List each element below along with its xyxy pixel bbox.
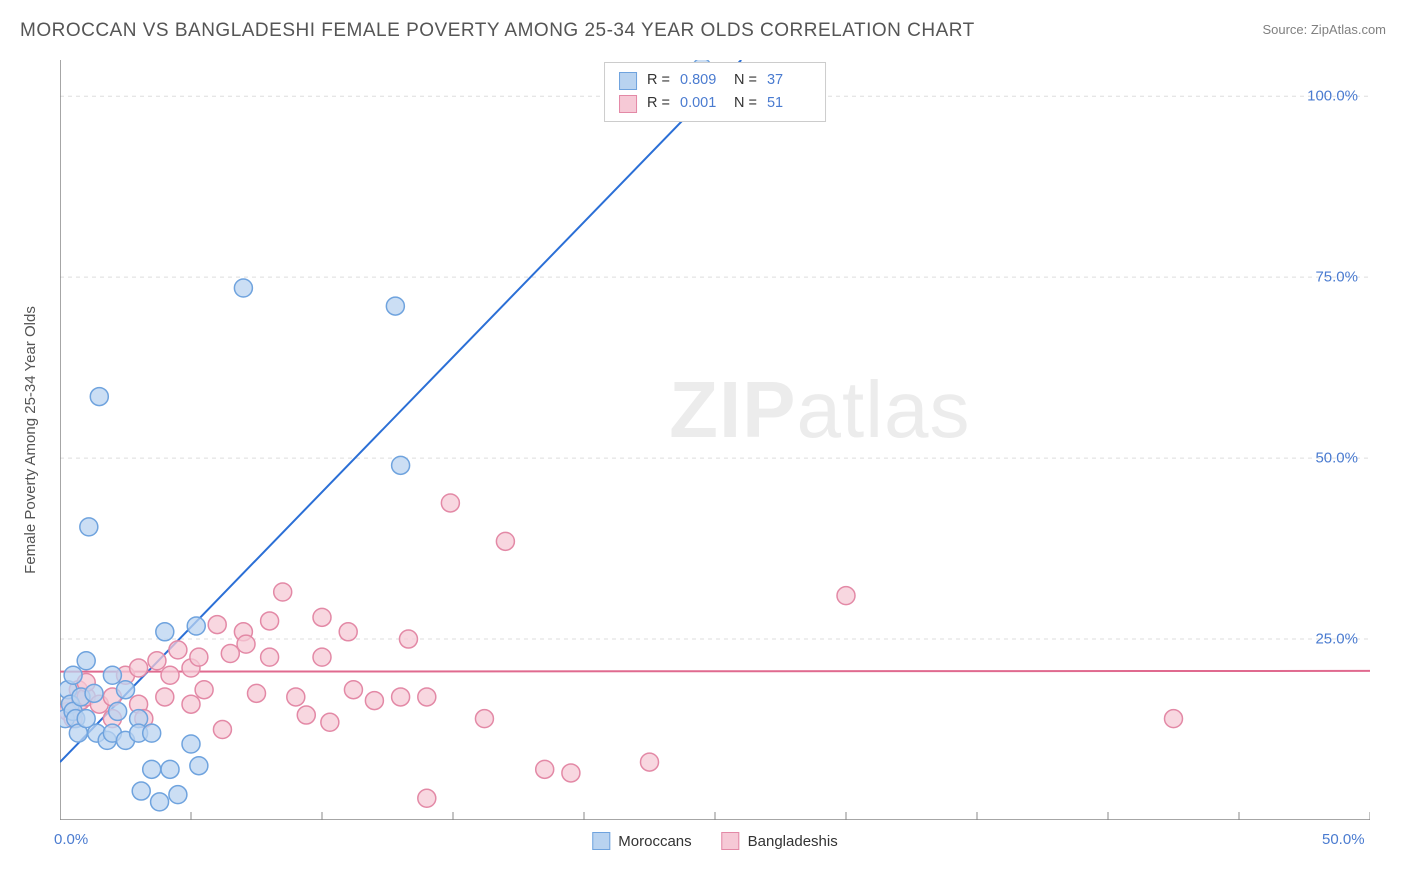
y-tick-label: 100.0% <box>1307 88 1358 105</box>
legend-n-value-0: 37 <box>767 69 811 92</box>
legend-stats-row-1: R = 0.001 N = 51 <box>619 92 811 115</box>
legend-label-bangladeshis: Bangladeshis <box>748 833 838 850</box>
legend-swatch-bangladeshis <box>619 95 637 113</box>
legend-n-label: N = <box>734 92 757 115</box>
legend-item-bangladeshis: Bangladeshis <box>722 832 838 850</box>
legend-r-value-0: 0.809 <box>680 69 724 92</box>
y-tick-label: 50.0% <box>1315 450 1358 467</box>
legend-swatch-moroccans <box>592 832 610 850</box>
y-tick-label: 75.0% <box>1315 269 1358 286</box>
legend-n-value-1: 51 <box>767 92 811 115</box>
legend-item-moroccans: Moroccans <box>592 832 691 850</box>
scatter-plot <box>60 60 1370 820</box>
x-tick-label: 0.0% <box>54 831 88 848</box>
chart-area: ZIPatlas R = 0.809 N = 37 R = 0.001 N = … <box>60 60 1370 820</box>
legend-swatch-bangladeshis <box>722 832 740 850</box>
legend-stats-row-0: R = 0.809 N = 37 <box>619 69 811 92</box>
legend-label-moroccans: Moroccans <box>618 833 691 850</box>
y-tick-label: 25.0% <box>1315 631 1358 648</box>
legend-r-label: R = <box>647 69 670 92</box>
legend-n-label: N = <box>734 69 757 92</box>
legend-stats: R = 0.809 N = 37 R = 0.001 N = 51 <box>604 62 826 122</box>
x-tick-label: 50.0% <box>1322 831 1365 848</box>
legend-r-label: R = <box>647 92 670 115</box>
legend-swatch-moroccans <box>619 72 637 90</box>
legend-r-value-1: 0.001 <box>680 92 724 115</box>
source-attribution: Source: ZipAtlas.com <box>1262 22 1386 37</box>
chart-title: MOROCCAN VS BANGLADESHI FEMALE POVERTY A… <box>20 20 975 42</box>
legend-series: Moroccans Bangladeshis <box>592 832 837 850</box>
